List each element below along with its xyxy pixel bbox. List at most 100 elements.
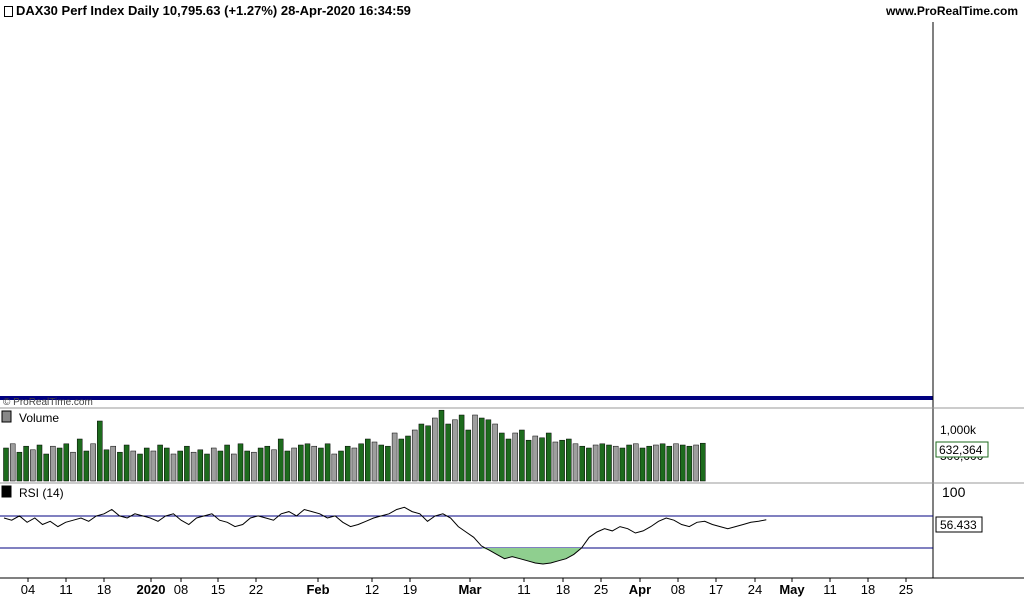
volume-bar xyxy=(686,445,693,482)
x-tick-label: 11 xyxy=(823,582,837,597)
volume-bar xyxy=(592,444,599,482)
x-tick-label: 17 xyxy=(709,582,723,597)
volume-bar xyxy=(438,409,445,482)
volume-bar xyxy=(30,449,36,482)
volume-bar xyxy=(143,447,150,482)
volume-bar xyxy=(599,443,606,482)
volume-bar xyxy=(579,445,585,482)
rsi-tick-label: 100 xyxy=(942,484,966,500)
volume-bar xyxy=(371,441,378,482)
volume-bar xyxy=(465,429,472,482)
volume-bar xyxy=(231,453,237,482)
rsi-tag xyxy=(935,516,983,533)
volume-bar xyxy=(566,438,572,482)
volume-tag xyxy=(935,441,989,458)
x-tick-label: 12 xyxy=(365,582,379,597)
x-tick-label: 25 xyxy=(594,582,608,597)
x-tick-label: 15 xyxy=(211,582,225,597)
volume-bar xyxy=(331,453,338,482)
price-panel xyxy=(0,22,933,402)
volume-bar xyxy=(545,432,552,482)
volume-bar xyxy=(150,450,157,482)
volume-bar xyxy=(257,447,264,482)
volume-bar xyxy=(3,447,9,482)
rsi-tag-label: 56.433 xyxy=(940,518,977,532)
volume-bar xyxy=(693,444,699,482)
volume-bar xyxy=(612,445,619,482)
volume-bar xyxy=(210,447,217,482)
volume-bar xyxy=(157,444,163,482)
volume-bar xyxy=(324,443,331,482)
volume-bar xyxy=(519,429,525,482)
volume-bar xyxy=(539,437,545,482)
volume-bar xyxy=(679,444,686,482)
volume-bar xyxy=(338,450,344,482)
volume-bar xyxy=(130,450,137,482)
volume-bar xyxy=(378,444,384,482)
volume-bar xyxy=(398,438,405,482)
volume-bar xyxy=(70,451,76,482)
x-tick-label: 2020 xyxy=(137,582,166,597)
volume-bar xyxy=(586,447,592,482)
volume-tick-label: 1,000k xyxy=(940,423,977,437)
volume-bar xyxy=(97,420,103,482)
x-tick-label: 19 xyxy=(403,582,417,597)
x-tick-label: 24 xyxy=(748,582,762,597)
volume-bar xyxy=(83,450,90,482)
volume-bar xyxy=(673,443,679,482)
volume-bar xyxy=(23,445,29,482)
volume-bar xyxy=(499,432,505,482)
x-tick-label: 22 xyxy=(249,582,263,597)
title-bar: DAX30 Perf Index Daily 10,795.63 (+1.27%… xyxy=(0,0,1024,22)
volume-bar xyxy=(311,445,317,482)
volume-bar xyxy=(418,423,425,482)
volume-icon xyxy=(1,410,12,423)
volume-bar xyxy=(365,438,371,482)
rsi-icon xyxy=(1,485,12,498)
x-tick-label: Mar xyxy=(458,582,481,597)
volume-bar xyxy=(639,447,646,482)
volume-bar xyxy=(170,453,177,482)
chart-title: DAX30 Perf Index Daily 10,795.63 (+1.27%… xyxy=(4,3,411,18)
volume-bar xyxy=(110,445,116,482)
volume-bar xyxy=(478,417,485,482)
volume-bar xyxy=(190,451,197,482)
x-tick-label: Feb xyxy=(306,582,329,597)
volume-bar xyxy=(90,443,96,482)
rsi-line xyxy=(3,506,767,565)
volume-bar xyxy=(606,444,612,482)
volume-bar xyxy=(358,443,364,482)
volume-bar xyxy=(452,419,458,482)
volume-bar xyxy=(224,444,230,482)
volume-bar xyxy=(76,438,83,482)
volume-bar xyxy=(298,444,304,482)
volume-bar xyxy=(351,447,358,482)
volume-bar xyxy=(36,444,43,482)
volume-bar xyxy=(271,449,277,482)
volume-bar xyxy=(405,435,411,482)
volume-bar xyxy=(492,423,498,482)
x-tick-label: 08 xyxy=(671,582,685,597)
chart-title-text: DAX30 Perf Index Daily 10,795.63 (+1.27%… xyxy=(16,3,411,18)
x-tick-label: Apr xyxy=(629,582,651,597)
volume-bar xyxy=(197,449,204,482)
x-tick-label: 25 xyxy=(899,582,913,597)
volume-bar xyxy=(204,453,210,482)
volume-bar xyxy=(425,425,431,482)
rsi-label: RSI (14) xyxy=(19,486,64,500)
x-tick-label: 18 xyxy=(861,582,875,597)
volume-bar xyxy=(552,441,559,482)
volume-bar xyxy=(63,443,70,482)
volume-bar xyxy=(50,445,56,482)
volume-bar xyxy=(251,451,257,482)
volume-bar xyxy=(659,443,666,482)
volume-bar xyxy=(633,443,639,482)
volume-bar xyxy=(217,450,224,482)
volume-bar xyxy=(385,445,391,482)
x-tick-label: 08 xyxy=(174,582,188,597)
site-url[interactable]: www.ProRealTime.com xyxy=(885,4,1018,18)
volume-bar xyxy=(572,443,579,482)
volume-bar xyxy=(391,432,398,482)
volume-bar xyxy=(653,444,659,482)
